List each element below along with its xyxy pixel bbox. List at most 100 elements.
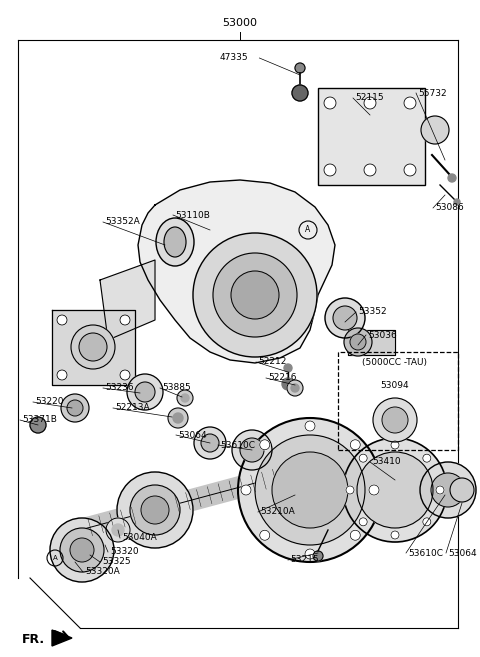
Bar <box>338 352 458 450</box>
Text: 53040A: 53040A <box>122 533 157 543</box>
Polygon shape <box>52 630 72 646</box>
Circle shape <box>240 438 264 462</box>
Circle shape <box>295 63 305 73</box>
Circle shape <box>292 85 308 101</box>
Polygon shape <box>52 310 135 385</box>
Text: 53094: 53094 <box>381 380 409 390</box>
Circle shape <box>364 164 376 176</box>
Circle shape <box>57 315 67 325</box>
Circle shape <box>193 233 317 357</box>
Circle shape <box>305 421 315 431</box>
Polygon shape <box>348 330 395 355</box>
Text: 53000: 53000 <box>223 18 257 28</box>
Text: 53036: 53036 <box>368 330 397 340</box>
Text: 53210A: 53210A <box>260 507 295 516</box>
Text: FR.: FR. <box>22 633 45 646</box>
Text: 53885: 53885 <box>162 384 191 392</box>
Circle shape <box>325 298 365 338</box>
Text: 52216: 52216 <box>268 373 297 382</box>
Circle shape <box>61 394 89 422</box>
Circle shape <box>359 518 367 526</box>
Circle shape <box>130 485 180 535</box>
Text: 53236: 53236 <box>105 384 133 392</box>
Text: 53064: 53064 <box>178 430 206 440</box>
Text: 53320: 53320 <box>110 547 139 556</box>
Circle shape <box>50 518 114 582</box>
Circle shape <box>391 531 399 539</box>
Circle shape <box>232 430 272 470</box>
Text: A: A <box>305 225 311 235</box>
Circle shape <box>79 333 107 361</box>
Circle shape <box>181 394 189 402</box>
Circle shape <box>350 334 366 350</box>
Circle shape <box>60 528 104 572</box>
Text: A: A <box>53 555 58 561</box>
Circle shape <box>324 97 336 109</box>
Circle shape <box>284 364 292 372</box>
Circle shape <box>291 384 299 392</box>
Text: 53215: 53215 <box>290 556 319 564</box>
Text: 52212: 52212 <box>258 357 287 367</box>
Polygon shape <box>100 260 155 340</box>
Text: 47335: 47335 <box>219 53 248 62</box>
Text: 53086: 53086 <box>435 204 464 212</box>
Text: 53325: 53325 <box>102 558 131 566</box>
Ellipse shape <box>164 227 186 257</box>
Circle shape <box>346 486 354 494</box>
Circle shape <box>135 382 155 402</box>
Circle shape <box>168 408 188 428</box>
Circle shape <box>71 325 115 369</box>
Bar <box>318 88 425 185</box>
Circle shape <box>70 538 94 562</box>
Circle shape <box>117 472 193 548</box>
Circle shape <box>231 271 279 319</box>
Circle shape <box>436 486 444 494</box>
Circle shape <box>448 174 456 182</box>
Text: 53371B: 53371B <box>22 415 57 424</box>
Text: 53220: 53220 <box>35 397 63 407</box>
Text: 53110B: 53110B <box>175 210 210 219</box>
Circle shape <box>127 374 163 410</box>
Circle shape <box>287 380 303 396</box>
Circle shape <box>357 452 433 528</box>
Circle shape <box>241 485 251 495</box>
Text: 55732: 55732 <box>418 89 446 97</box>
Circle shape <box>30 417 46 433</box>
Circle shape <box>106 518 130 542</box>
Circle shape <box>454 199 460 205</box>
Text: 53610C: 53610C <box>220 440 255 449</box>
Circle shape <box>420 462 476 518</box>
Circle shape <box>404 97 416 109</box>
Circle shape <box>350 530 360 540</box>
Ellipse shape <box>156 218 194 266</box>
Circle shape <box>343 438 447 542</box>
Text: (5000CC -TAU): (5000CC -TAU) <box>362 357 428 367</box>
Circle shape <box>450 478 474 502</box>
Circle shape <box>423 454 431 462</box>
Circle shape <box>57 370 67 380</box>
Circle shape <box>213 253 297 337</box>
Circle shape <box>177 390 193 406</box>
Circle shape <box>313 551 323 561</box>
Circle shape <box>344 328 372 356</box>
Circle shape <box>238 418 382 562</box>
Bar <box>318 88 425 185</box>
Circle shape <box>112 524 124 536</box>
Text: 53352A: 53352A <box>105 217 140 227</box>
Circle shape <box>173 413 183 423</box>
Circle shape <box>260 440 270 450</box>
Text: 53320A: 53320A <box>85 568 120 576</box>
Text: 53352: 53352 <box>358 307 386 317</box>
Text: 53610C: 53610C <box>408 549 443 558</box>
Circle shape <box>421 116 449 144</box>
Circle shape <box>333 306 357 330</box>
Circle shape <box>364 97 376 109</box>
Circle shape <box>373 398 417 442</box>
Text: 53064: 53064 <box>448 549 477 558</box>
Circle shape <box>194 427 226 459</box>
Circle shape <box>369 485 379 495</box>
Circle shape <box>282 378 294 390</box>
Text: 52115: 52115 <box>355 93 384 102</box>
Circle shape <box>391 441 399 449</box>
Circle shape <box>423 518 431 526</box>
